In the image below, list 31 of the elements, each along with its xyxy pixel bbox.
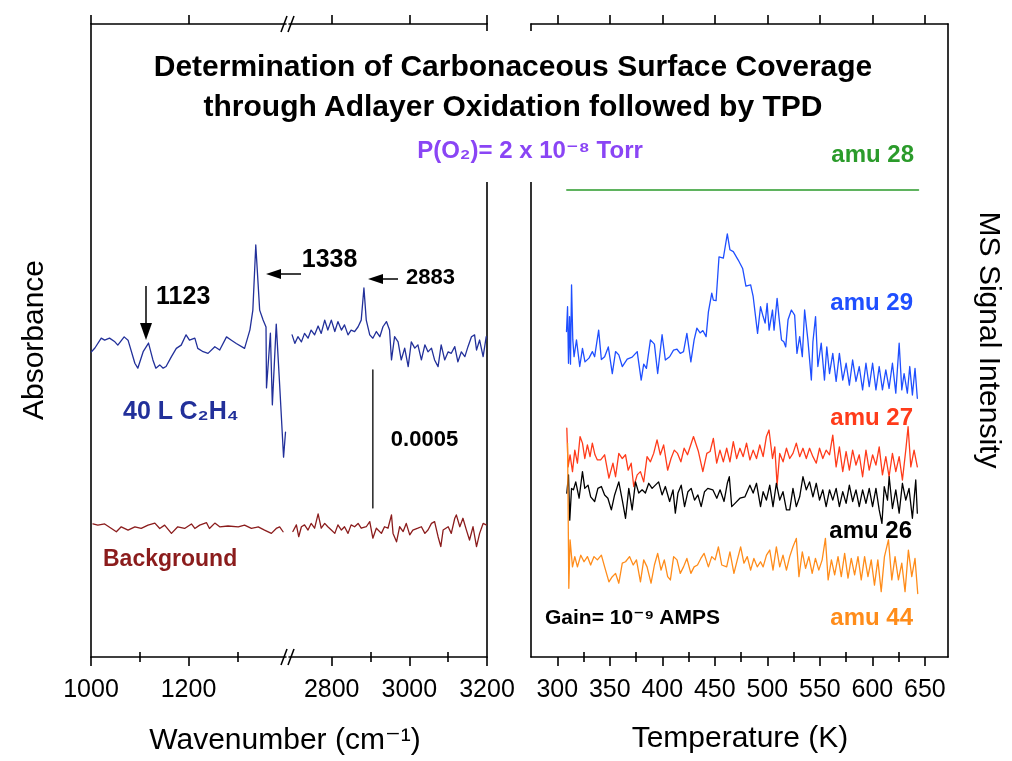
- x-tick-label: 650: [904, 673, 946, 702]
- x-tick-label: 400: [641, 673, 684, 702]
- series-label: amu 28: [831, 140, 914, 168]
- annotation: 2883: [405, 264, 455, 290]
- x-tick-label: 3000: [381, 673, 438, 702]
- x-tick-label: 3200: [459, 673, 515, 702]
- annotation: 0.0005: [390, 426, 459, 452]
- series-label: amu 26: [829, 516, 912, 544]
- series-label: amu 27: [830, 403, 913, 431]
- x-tick-label: 600: [851, 673, 894, 702]
- series-label: amu 44: [830, 603, 913, 631]
- x-tick-label: 450: [693, 673, 736, 702]
- text: Determination of Carbonaceous Surface Coverage through Adlayer Oxidation followed by TPD: [153, 47, 873, 124]
- x-tick-label: 1000: [63, 673, 119, 702]
- x-tick-label: 550: [798, 673, 841, 702]
- x-axis-title: Wavenumber (cm⁻¹): [149, 721, 421, 757]
- y-axis-title: MS Signal Intensity: [973, 211, 1008, 469]
- y-axis-title: Absorbance: [15, 259, 50, 421]
- x-tick-label: 2800: [303, 673, 360, 702]
- x-tick-label: 350: [588, 673, 631, 702]
- x-axis-title: Temperature (K): [631, 719, 849, 755]
- series-label: amu 29: [830, 288, 913, 316]
- series-label: Background: [103, 544, 238, 572]
- annotation: Gain= 10⁻⁹ AMPS: [545, 604, 720, 630]
- chart-subtitle: P(O₂)= 2 x 10⁻⁸ Torr: [417, 136, 643, 164]
- series-label: 40 L C₂H₄: [123, 395, 239, 425]
- annotation: 1338: [301, 243, 358, 273]
- x-tick-label: 300: [536, 673, 579, 702]
- x-tick-label: 1200: [160, 673, 217, 702]
- annotation: 1123: [156, 280, 211, 310]
- x-tick-label: 500: [746, 673, 789, 702]
